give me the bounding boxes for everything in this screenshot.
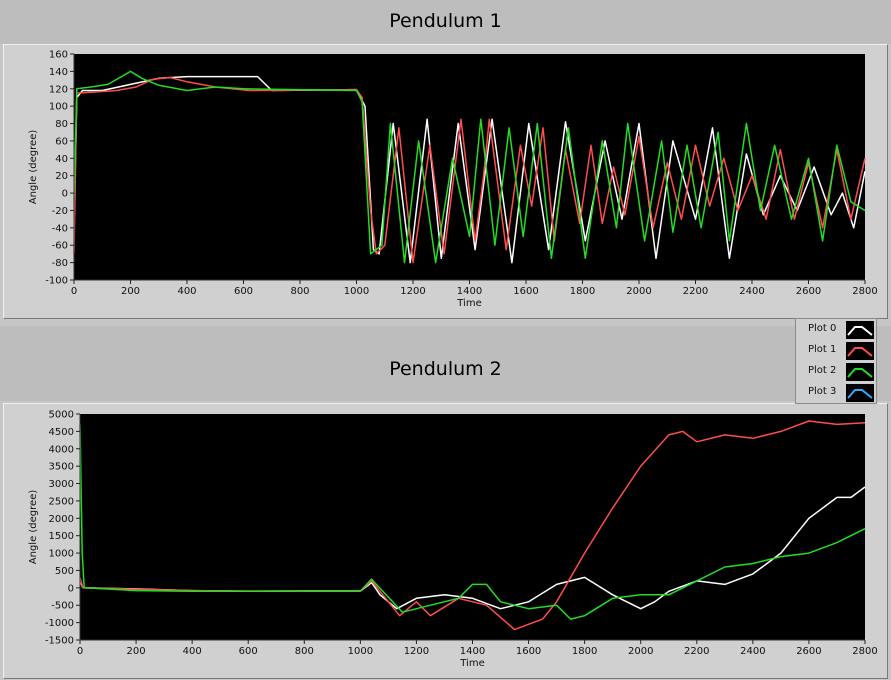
x-tick-label: 800	[290, 286, 309, 297]
x-tick-label: 2600	[796, 286, 821, 297]
y-tick-label: 5000	[49, 410, 74, 421]
x-tick-label: 800	[295, 646, 314, 657]
y-tick-label: 4500	[49, 427, 74, 438]
y-axis-label: Angle (degree)	[28, 490, 39, 565]
x-tick-label: 2800	[852, 646, 877, 657]
y-axis-label: Angle (degree)	[28, 130, 39, 205]
x-tick-label: 2000	[628, 646, 653, 657]
x-tick-label: 1000	[348, 646, 373, 657]
y-tick-label: 2000	[49, 514, 74, 525]
y-tick-label: 3000	[49, 479, 74, 490]
y-tick-label: -1000	[45, 618, 74, 629]
y-tick-label: 0	[68, 583, 74, 594]
legend-label: Plot 1	[808, 344, 837, 355]
x-tick-label: 2600	[796, 646, 821, 657]
x-axis-label: Time	[456, 298, 481, 309]
pendulum-1-chart: 0 200 400 600 800 1000 1200 1400 1600 1800 2000 220…	[28, 50, 878, 310]
plot-legend: Plot 0 Plot 1 Plot 2 Plot 3	[795, 318, 877, 404]
y-tick-label: -1500	[45, 636, 74, 647]
x-tick-label: 0	[71, 286, 77, 297]
x-tick-label: 1400	[457, 286, 482, 297]
plot-area	[74, 54, 865, 280]
x-tick-label: 1600	[516, 646, 541, 657]
legend-item-plot-2[interactable]: Plot 2	[796, 362, 876, 383]
x-axis-label: Time	[459, 658, 484, 669]
x-tick-label: 600	[234, 286, 253, 297]
x-tick-label: 1800	[570, 286, 595, 297]
y-tick-label: 80	[55, 119, 68, 130]
x-tick-label: 0	[77, 646, 83, 657]
x-tick-label: 1800	[572, 646, 597, 657]
y-tick-label: 140	[49, 67, 68, 78]
plot-area	[80, 414, 865, 640]
y-tick-label: 2500	[49, 496, 74, 507]
x-tick-label: 1400	[460, 646, 485, 657]
y-tick-label: 40	[55, 154, 68, 165]
x-tick-label: 2400	[740, 646, 765, 657]
y-tick-label: -500	[51, 601, 74, 612]
y-tick-label: 20	[55, 171, 68, 182]
y-tick-label: 60	[55, 136, 68, 147]
x-tick-label: 2000	[626, 286, 651, 297]
x-tick-label: 1200	[404, 646, 429, 657]
x-tick-label: 200	[127, 646, 146, 657]
x-tick-label: 1600	[513, 286, 538, 297]
legend-label: Plot 2	[808, 365, 837, 376]
x-tick-label: 1200	[400, 286, 425, 297]
x-tick-label: 200	[121, 286, 140, 297]
x-tick-label: 2800	[852, 286, 877, 297]
y-tick-label: -80	[52, 258, 68, 269]
x-tick-label: 1000	[344, 286, 369, 297]
series-line-plot-2	[73, 70, 866, 264]
y-tick-label: -60	[52, 241, 68, 252]
legend-label: Plot 3	[808, 386, 837, 397]
y-tick-label: 1500	[49, 531, 74, 542]
x-tick-label: 400	[177, 286, 196, 297]
title-band-1	[0, 0, 891, 44]
x-tick-label: 2400	[739, 286, 764, 297]
y-tick-label: 160	[49, 50, 68, 61]
y-tick-label: 1000	[49, 549, 74, 560]
x-tick-label: 400	[183, 646, 202, 657]
legend-item-plot-0[interactable]: Plot 0	[796, 320, 876, 341]
y-tick-label: 4000	[49, 444, 74, 455]
legend-swatch-plot-0	[846, 321, 874, 339]
pendulum-2-chart: 0 200 400 600 800 1000 1200 1400 1600 1800 2000 220…	[28, 410, 878, 670]
legend-swatch-plot-2	[846, 363, 874, 381]
legend-label: Plot 0	[808, 323, 837, 334]
y-tick-label: 100	[49, 102, 68, 113]
y-tick-label: -40	[52, 223, 68, 234]
y-tick-label: 120	[49, 84, 68, 95]
x-tick-label: 600	[239, 646, 258, 657]
x-tick-label: 2200	[684, 646, 709, 657]
chart-title-2: Pendulum 2	[389, 358, 502, 380]
legend-swatch-plot-1	[846, 342, 874, 360]
y-tick-label: 500	[55, 566, 74, 577]
series-line-plot-2	[79, 424, 866, 620]
legend-item-plot-3[interactable]: Plot 3	[796, 383, 876, 404]
chart-title-1: Pendulum 1	[389, 10, 502, 32]
y-tick-label: -100	[45, 276, 68, 287]
x-tick-label: 2200	[683, 286, 708, 297]
legend-swatch-plot-3	[846, 384, 874, 402]
title-band-2	[0, 326, 891, 401]
legend-item-plot-1[interactable]: Plot 1	[796, 341, 876, 362]
y-tick-label: 0	[62, 189, 68, 200]
y-tick-label: -20	[52, 206, 68, 217]
y-tick-label: 3500	[49, 462, 74, 473]
